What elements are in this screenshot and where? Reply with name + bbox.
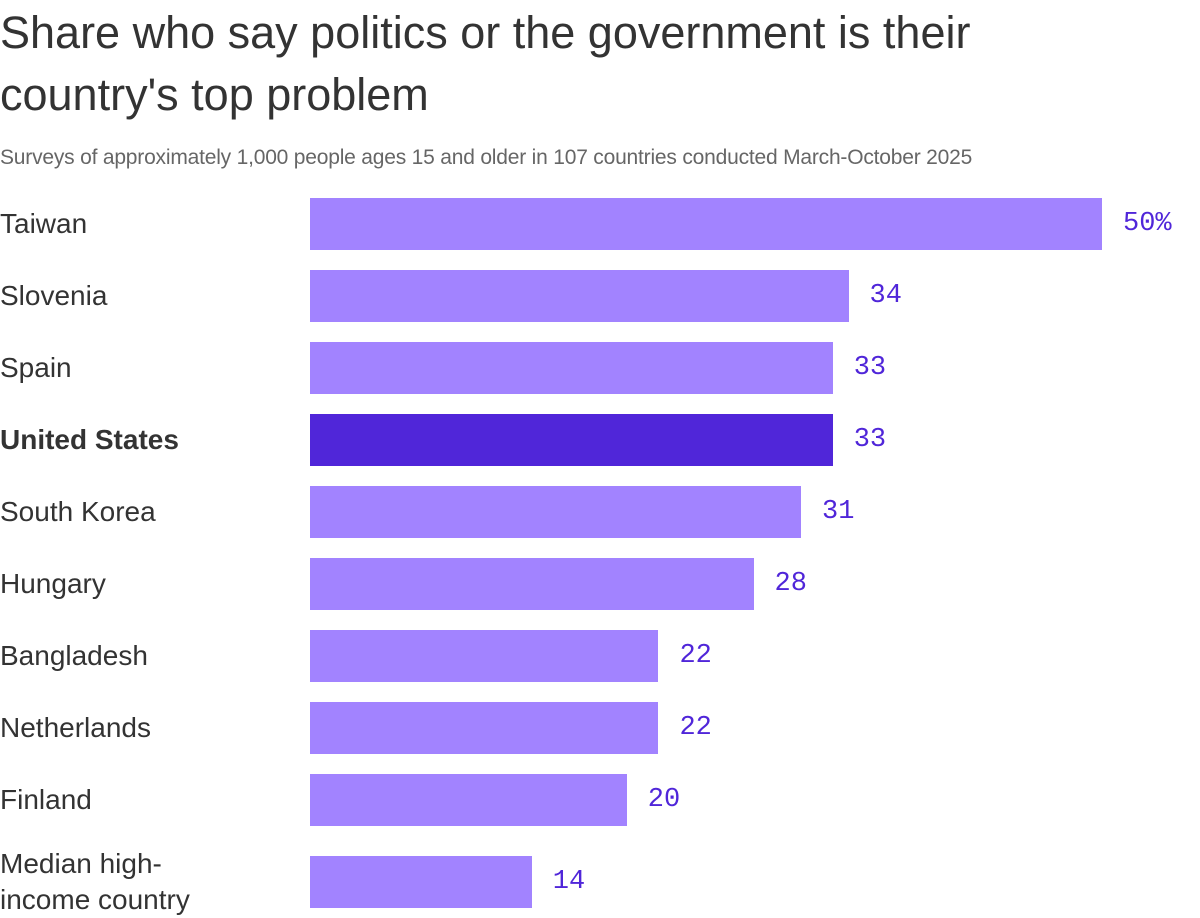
- value-label: 28: [774, 569, 807, 599]
- category-label: Netherlands: [0, 712, 151, 743]
- value-label: 33: [853, 353, 887, 383]
- bar: [310, 630, 659, 682]
- category-label: Hungary: [0, 568, 106, 599]
- bar: [310, 270, 849, 322]
- category-label: Taiwan: [0, 208, 88, 239]
- category-label: Spain: [0, 352, 72, 383]
- category-label: Median high-income country: [0, 848, 190, 915]
- bar: [310, 342, 833, 394]
- value-label: 33: [853, 425, 887, 455]
- bar: [310, 486, 802, 538]
- value-label: 31: [822, 497, 855, 527]
- category-label: Bangladesh: [0, 640, 148, 671]
- bar: [310, 414, 833, 466]
- chart-subtitle: Surveys of approximately 1,000 people ag…: [0, 146, 973, 169]
- bar: [310, 198, 1102, 250]
- value-label: 22: [679, 713, 712, 743]
- value-label: 50%: [1123, 209, 1172, 239]
- category-label: United States: [0, 424, 179, 455]
- chart-title: Share who say politics or the government…: [0, 7, 971, 120]
- value-label: 22: [679, 641, 712, 671]
- category-label: South Korea: [0, 496, 156, 527]
- bar: [310, 774, 627, 826]
- bar: [310, 856, 532, 908]
- category-label: Finland: [0, 784, 92, 815]
- value-label: 34: [869, 281, 902, 311]
- category-label: Slovenia: [0, 280, 108, 311]
- value-label: 20: [647, 785, 681, 815]
- bar: [310, 558, 754, 610]
- bar: [310, 702, 659, 754]
- value-label: 14: [552, 867, 586, 897]
